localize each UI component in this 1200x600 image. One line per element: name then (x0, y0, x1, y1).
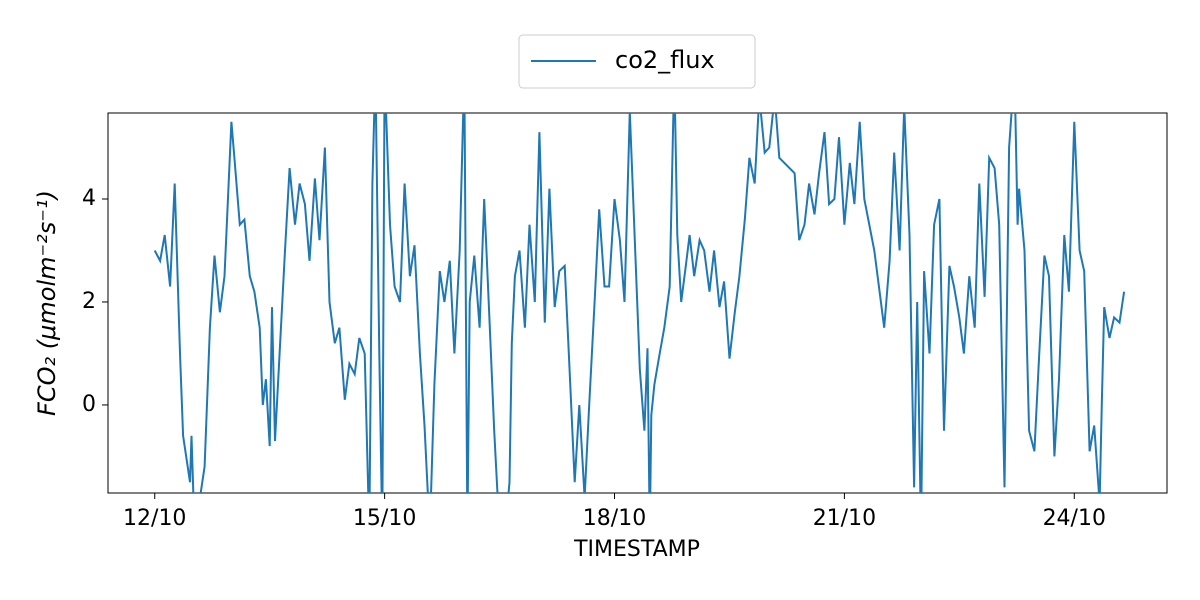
y-axis-label: FCO₂ (μmolm⁻²s⁻¹) (33, 190, 61, 416)
x-tick-label: 12/10 (123, 506, 186, 531)
y-tick-label: 2 (82, 289, 96, 314)
x-tick-label: 18/10 (583, 506, 646, 531)
legend-box (518, 34, 756, 89)
x-tick-label: 24/10 (1043, 506, 1106, 531)
x-tick-label: 15/10 (353, 506, 416, 531)
plot-frame (107, 112, 1168, 494)
x-tick-label: 21/10 (813, 506, 876, 531)
y-tick-label: 0 (82, 392, 96, 417)
x-axis-label: TIMESTAMP (573, 537, 700, 562)
legend-label: co2_flux (615, 46, 715, 74)
y-tick-label: 4 (82, 186, 96, 211)
data-line (153, 113, 1126, 493)
